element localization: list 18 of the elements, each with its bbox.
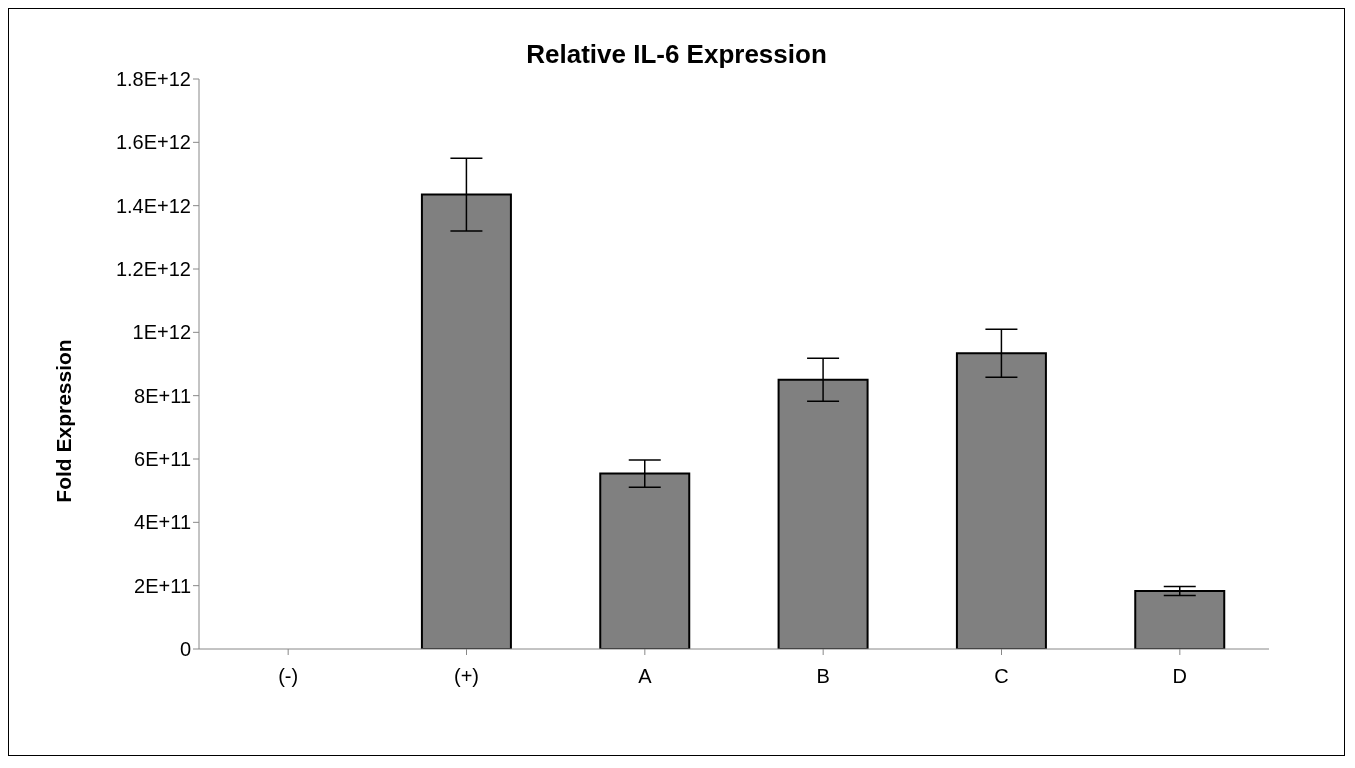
y-tick-label: 8E+11: [134, 384, 191, 407]
y-tick-label: 1.8E+12: [115, 68, 191, 91]
x-tick-label: (+): [454, 665, 479, 688]
y-tick-label: 1.6E+12: [115, 131, 191, 154]
x-tick-label: A: [638, 665, 653, 688]
y-tick-label: 2E+11: [134, 574, 191, 597]
y-tick-label: 1.4E+12: [115, 194, 191, 217]
chart-title: Relative IL-6 Expression: [525, 39, 828, 70]
y-tick-label: 1E+12: [132, 321, 191, 344]
y-tick-label: 1.2E+12: [115, 258, 191, 281]
y-tick-label: 4E+11: [134, 511, 191, 534]
x-tick-label: (-): [278, 665, 299, 688]
y-tick-label: 0: [179, 638, 191, 661]
y-tick-label: 6E+11: [134, 448, 191, 471]
x-tick-label: B: [816, 665, 830, 688]
x-tick-label: C: [994, 665, 1009, 688]
x-tick-label: D: [1172, 665, 1188, 688]
y-axis-title: Fold Expression: [52, 339, 76, 503]
